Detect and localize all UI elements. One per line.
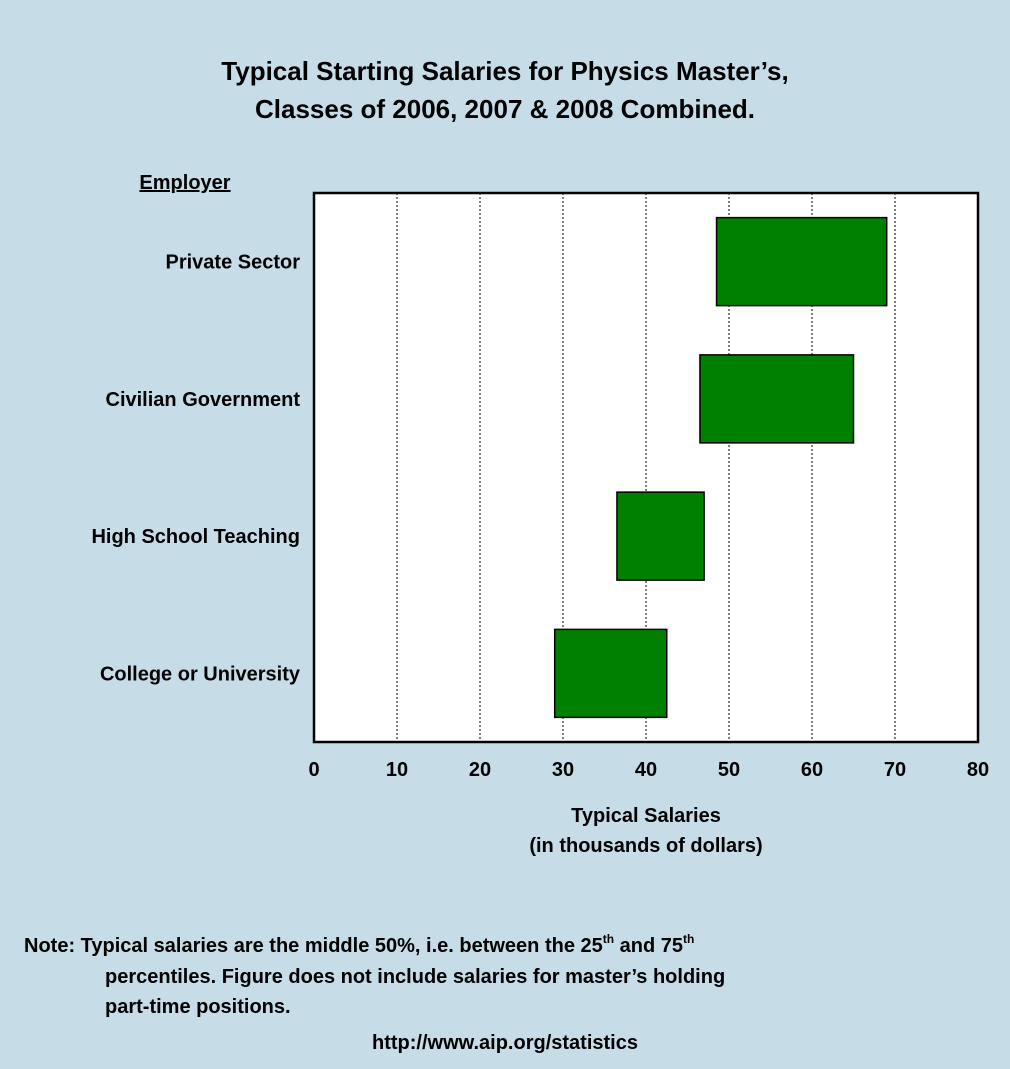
y-tick-label: Private Sector [165,252,300,274]
source: http://www.aip.org/statistics [372,1032,638,1054]
y-axis-label: Employer [139,172,230,194]
x-tick-label: 10 [386,759,408,781]
note-sup: th [683,932,694,946]
x-tick-label: 0 [308,759,319,781]
note: Note: Typical salaries are the middle 50… [24,932,694,957]
note: part-time positions. [105,996,291,1018]
x-tick-label: 40 [635,759,657,781]
x-tick-label: 70 [884,759,906,781]
x-tick-label: 30 [552,759,574,781]
y-tick-label: High School Teaching [91,526,300,548]
bar [715,216,888,307]
x-axis-label: (in thousands of dollars) [529,835,762,857]
y-tick-label: Civilian Government [106,389,301,411]
note-sup: th [603,932,614,946]
x-tick-label: 20 [469,759,491,781]
plot-border [312,191,980,744]
x-axis-label: Typical Salaries [571,805,721,827]
bar [699,354,855,444]
note-text: and 75 [614,935,683,957]
x-tick-label: 60 [801,759,823,781]
bar [553,628,668,719]
x-tick-label: 50 [718,759,740,781]
note: percentiles. Figure does not include sal… [105,966,725,988]
x-tick-label: 80 [967,759,989,781]
bar [616,491,705,581]
y-tick-label: College or University [100,663,301,685]
chart-title: Classes of 2006, 2007 & 2008 Combined. [255,94,755,124]
bars [553,216,888,719]
chart-title: Typical Starting Salaries for Physics Ma… [221,56,788,86]
note-text: Note: Typical salaries are the middle 50… [24,935,603,957]
